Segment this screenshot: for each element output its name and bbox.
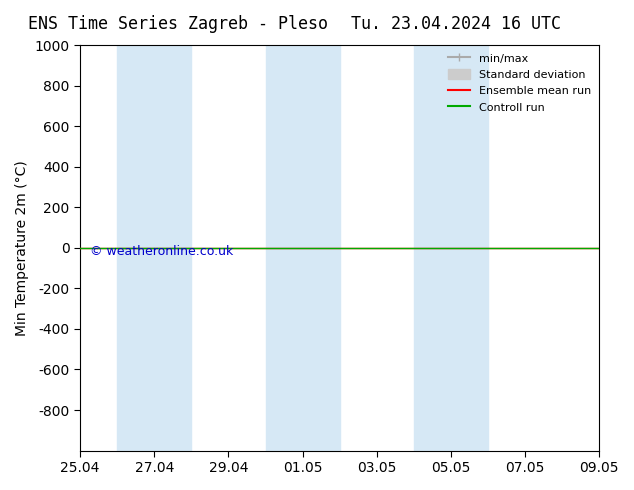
Text: © weatheronline.co.uk: © weatheronline.co.uk [91,245,234,258]
Bar [117,45,191,451]
Bar [266,45,340,451]
Bar [414,45,488,451]
Y-axis label: Min Temperature 2m (°C): Min Temperature 2m (°C) [15,160,29,336]
Text: Tu. 23.04.2024 16 UTC: Tu. 23.04.2024 16 UTC [351,15,562,33]
Text: ENS Time Series Zagreb - Pleso: ENS Time Series Zagreb - Pleso [27,15,328,33]
Legend: min/max, Standard deviation, Ensemble mean run, Controll run: min/max, Standard deviation, Ensemble me… [444,49,596,117]
